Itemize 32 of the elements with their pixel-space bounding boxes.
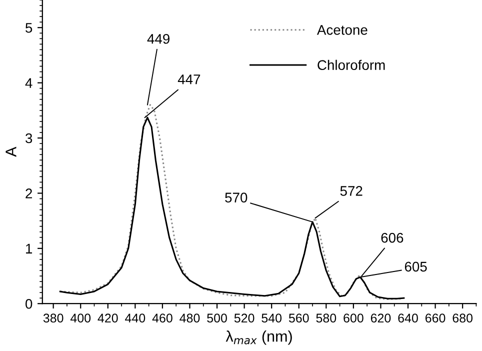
y-tick-label: 1	[26, 244, 32, 254]
x-tick-label: 660	[426, 314, 446, 323]
x-tick-label: 600	[344, 314, 364, 323]
x-tick-label: 440	[125, 314, 146, 323]
y-tick-label: 5	[26, 23, 32, 33]
x-tick-label: 580	[316, 314, 336, 323]
x-tick-label: 420	[98, 314, 118, 323]
annotation: 605	[404, 262, 427, 272]
legend-label: Acetone	[316, 25, 368, 35]
legend-label: Chloroform	[318, 60, 385, 70]
x-tick-label: 400	[70, 314, 91, 323]
x-tick-label: 520	[234, 314, 254, 323]
annotation: 606	[381, 232, 404, 243]
x-tick-label: 540	[262, 314, 282, 323]
x-tick-label: 460	[152, 314, 172, 323]
x-axis-title: λ$_{max}$ (nm)	[226, 330, 292, 345]
annotation: 570	[225, 192, 248, 203]
y-tick-label: 4	[25, 78, 32, 88]
x-tick-label: 480	[180, 314, 200, 323]
y-axis-title: A	[6, 146, 16, 157]
x-tick-label: 560	[288, 314, 309, 323]
x-tick-label: 620	[370, 314, 391, 323]
y-tick-label: 3	[26, 133, 32, 144]
y-tick-label: 0	[26, 298, 32, 309]
annotation: 449	[147, 34, 170, 44]
annotation: 572	[340, 186, 362, 196]
x-tick-label: 640	[398, 314, 418, 323]
annotation: 447	[178, 74, 200, 84]
x-tick-label: 380	[43, 314, 64, 323]
y-tick-label: 2	[26, 188, 32, 198]
x-tick-label: 680	[452, 314, 473, 323]
x-tick-label: 500	[207, 314, 227, 323]
